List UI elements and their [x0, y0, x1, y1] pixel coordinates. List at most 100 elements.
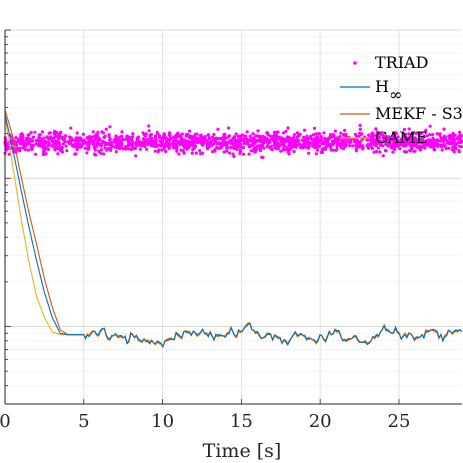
triad-point — [401, 134, 406, 138]
triad-point — [225, 145, 229, 149]
triad-point — [281, 131, 286, 135]
triad-point — [153, 149, 157, 153]
triad-point — [155, 144, 159, 148]
triad-point — [374, 149, 379, 154]
triad-point — [46, 147, 51, 151]
triad-point — [440, 138, 444, 142]
triad-point — [243, 134, 247, 138]
triad-point — [314, 132, 318, 136]
triad-point — [334, 148, 338, 152]
triad-point — [103, 134, 107, 138]
triad-point — [85, 136, 89, 140]
triad-point — [172, 140, 176, 144]
triad-point — [109, 146, 113, 150]
triad-point — [179, 142, 183, 146]
triad-point — [372, 134, 376, 138]
triad-point — [238, 150, 242, 154]
triad-point — [21, 141, 25, 145]
x-tick-label: 25 — [388, 411, 411, 432]
triad-point — [172, 135, 176, 139]
triad-point — [200, 140, 204, 144]
triad-point — [237, 135, 241, 139]
triad-point — [215, 142, 219, 146]
triad-point — [305, 134, 309, 138]
triad-point — [459, 145, 463, 149]
triad-point — [59, 149, 64, 153]
triad-point — [101, 131, 105, 135]
triad-point — [129, 147, 134, 151]
triad-point — [239, 137, 243, 141]
triad-point — [108, 125, 112, 129]
triad-point — [232, 135, 237, 139]
triad-point — [374, 127, 378, 131]
triad-point — [86, 147, 90, 151]
triad-point — [44, 152, 48, 156]
triad-point — [354, 149, 358, 153]
triad-point — [425, 134, 429, 138]
triad-point — [56, 146, 60, 151]
triad-point — [272, 130, 276, 134]
triad-point — [142, 139, 146, 143]
triad-point — [97, 143, 102, 147]
triad-point — [221, 141, 225, 145]
triad-point — [322, 131, 326, 135]
triad-point — [138, 147, 142, 151]
triad-point — [298, 142, 302, 146]
triad-point — [196, 141, 200, 145]
triad-point — [163, 145, 167, 149]
triad-point — [353, 132, 357, 136]
triad-point — [168, 131, 172, 135]
triad-point — [216, 127, 220, 131]
triad-point — [102, 152, 106, 156]
triad-point — [226, 135, 230, 139]
triad-point — [440, 148, 444, 152]
triad-point — [61, 142, 66, 146]
triad-point — [215, 146, 219, 150]
triad-point — [86, 144, 90, 148]
triad-point — [46, 144, 50, 148]
triad-point — [158, 136, 162, 140]
triad-point — [388, 142, 392, 146]
triad-point — [133, 146, 137, 150]
triad-point — [319, 150, 323, 155]
triad-point — [258, 136, 263, 140]
triad-point — [205, 147, 210, 151]
triad-point — [96, 135, 100, 139]
triad-point — [166, 137, 170, 141]
triad-point — [391, 146, 395, 150]
triad-point — [285, 145, 289, 150]
triad-point — [341, 133, 346, 137]
triad-point — [256, 134, 260, 138]
triad-point — [329, 148, 333, 152]
triad-point — [423, 146, 427, 150]
triad-point — [348, 144, 352, 148]
triad-point — [457, 149, 461, 153]
triad-point — [19, 133, 23, 137]
triad-point — [413, 149, 417, 153]
triad-point — [26, 133, 30, 137]
triad-point — [48, 137, 52, 141]
triad-point — [292, 135, 296, 139]
triad-point — [372, 142, 376, 146]
triad-point — [88, 140, 92, 144]
triad-point — [41, 152, 46, 157]
triad-point — [214, 136, 218, 140]
triad-point — [99, 151, 103, 155]
triad-point — [433, 148, 437, 152]
triad-point — [147, 124, 151, 128]
triad-point — [266, 133, 270, 137]
triad-point — [314, 152, 318, 156]
triad-point — [262, 146, 266, 150]
triad-point — [17, 137, 21, 141]
triad-point — [441, 144, 445, 148]
triad-point — [315, 148, 320, 152]
triad-point — [326, 138, 330, 142]
triad-point — [145, 147, 149, 151]
triad-point — [396, 144, 400, 148]
triad-point — [177, 152, 181, 156]
triad-point — [42, 145, 47, 149]
triad-point — [66, 140, 70, 144]
triad-point — [435, 142, 439, 146]
triad-point — [130, 145, 134, 149]
